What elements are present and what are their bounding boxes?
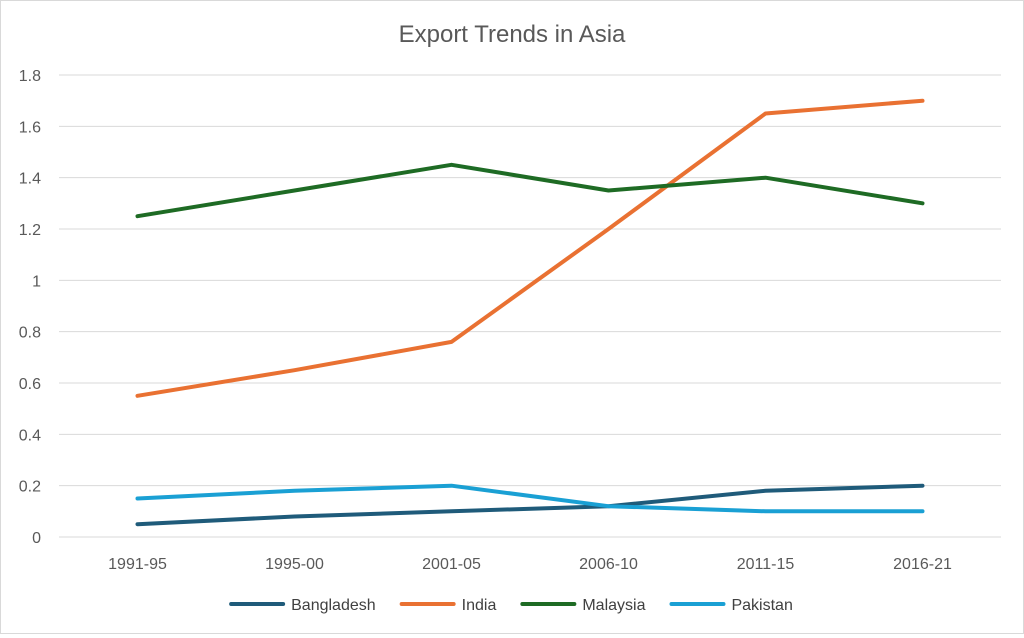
chart-title: Export Trends in Asia bbox=[399, 21, 626, 48]
y-tick-label: 1 bbox=[32, 273, 41, 290]
gridlines bbox=[59, 74, 1001, 538]
y-tick-label: 1.4 bbox=[19, 171, 41, 188]
y-tick-label: 1.8 bbox=[19, 68, 41, 85]
series-line-india bbox=[135, 98, 925, 398]
series-lines bbox=[135, 98, 925, 527]
series-line-malaysia bbox=[135, 162, 925, 219]
x-tick-label: 1995-00 bbox=[265, 556, 324, 573]
y-tick-label: 0.6 bbox=[19, 376, 41, 393]
y-tick-label: 0.4 bbox=[19, 427, 41, 444]
y-tick-label: 0 bbox=[32, 530, 41, 547]
legend-label: India bbox=[462, 597, 497, 614]
x-tick-label: 2011-15 bbox=[737, 556, 795, 573]
x-tick-label: 2001-05 bbox=[422, 556, 481, 573]
y-axis: 0 0.2 0.4 0.6 0.8 1 1.2 1.4 1.6 1.8 bbox=[19, 68, 41, 547]
x-tick-label: 2006-10 bbox=[579, 556, 638, 573]
x-axis: 1991-95 1995-00 2001-05 2006-10 2011-15 2016-… bbox=[108, 556, 952, 573]
x-tick-label: 1991-95 bbox=[108, 556, 167, 573]
y-tick-label: 1.6 bbox=[19, 119, 41, 136]
legend-label: Pakistan bbox=[731, 597, 792, 614]
legend-label: Bangladesh bbox=[291, 597, 376, 614]
x-tick-label: 2016-21 bbox=[893, 556, 952, 573]
legend: Bangladesh India Malaysia Pakistan bbox=[229, 597, 793, 614]
legend-item-malaysia: Malaysia bbox=[520, 597, 646, 614]
series-line-pakistan bbox=[135, 483, 925, 514]
legend-item-india: India bbox=[399, 597, 497, 614]
legend-item-pakistan: Pakistan bbox=[669, 597, 793, 614]
y-tick-label: 1.2 bbox=[19, 222, 41, 239]
series-line-bangladesh bbox=[135, 483, 925, 527]
legend-item-bangladesh: Bangladesh bbox=[229, 597, 376, 614]
legend-label: Malaysia bbox=[582, 597, 645, 614]
y-tick-label: 0.8 bbox=[19, 325, 41, 342]
y-tick-label: 0.2 bbox=[19, 479, 41, 496]
